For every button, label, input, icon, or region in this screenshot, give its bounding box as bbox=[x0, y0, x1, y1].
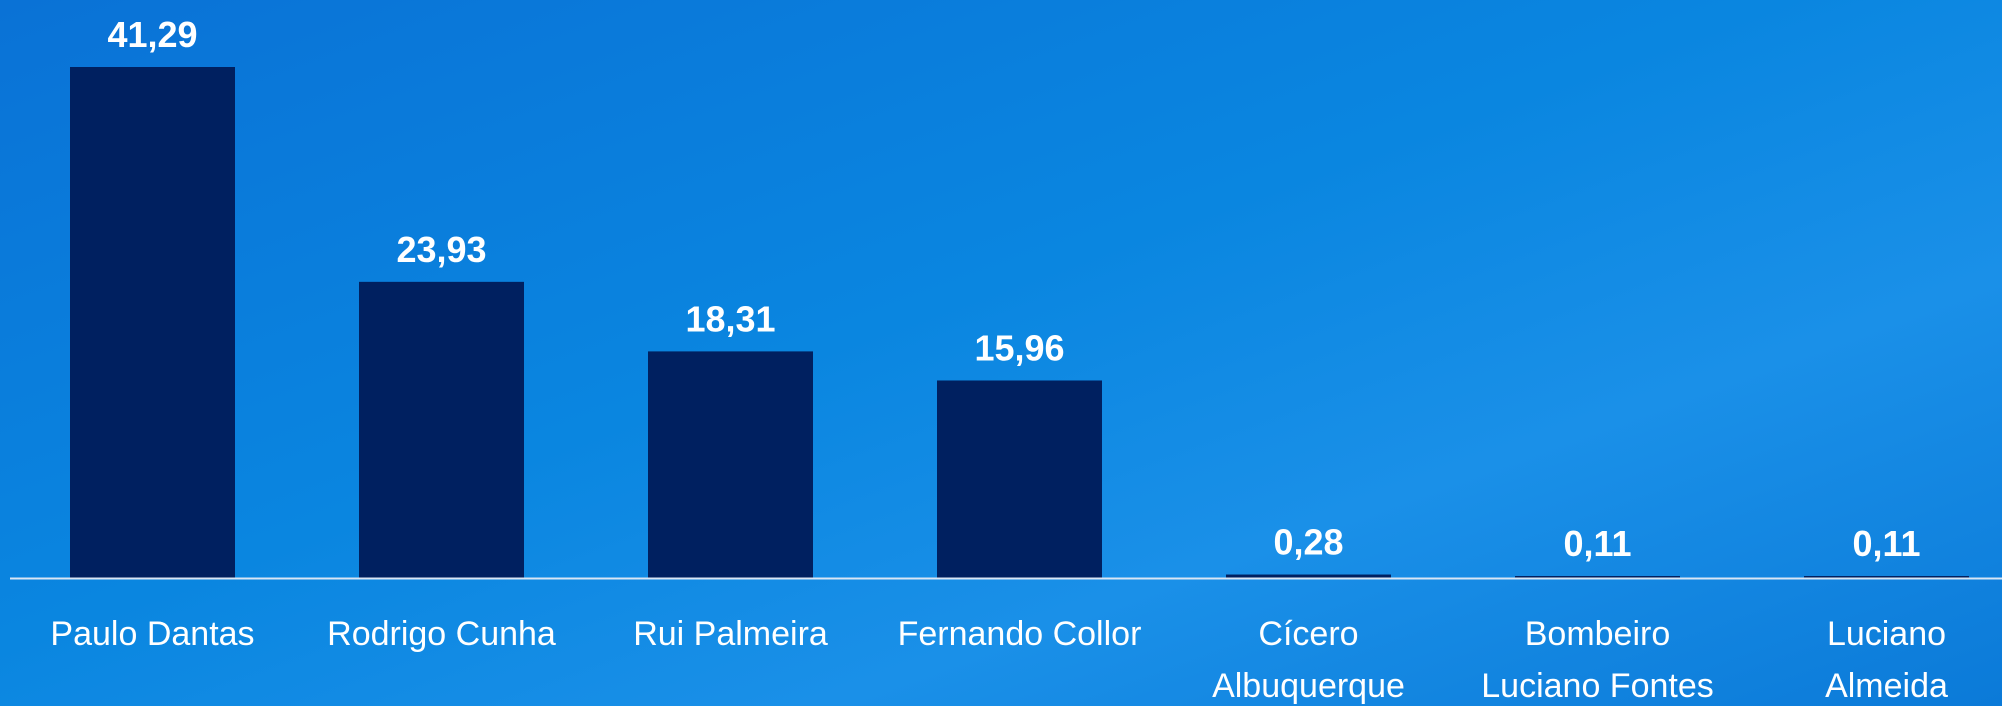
value-label-0: 41,29 bbox=[107, 14, 197, 55]
value-label-3: 15,96 bbox=[974, 327, 1064, 368]
value-label-5: 0,11 bbox=[1563, 523, 1631, 564]
category-label-5-line-0: Bombeiro bbox=[1525, 615, 1671, 653]
category-label-3: Fernando Collor bbox=[898, 615, 1142, 653]
bar-6 bbox=[1804, 576, 1969, 578]
category-label-2: Rui Palmeira bbox=[633, 615, 828, 653]
category-label-4-line-0: Cícero bbox=[1258, 615, 1358, 653]
bar-2 bbox=[648, 351, 813, 578]
value-label-2: 18,31 bbox=[685, 298, 775, 339]
bar-1 bbox=[359, 281, 524, 578]
category-labels-group: Paulo Dantas Rodrigo Cunha Rui Palmeira Fer… bbox=[50, 615, 1948, 705]
value-label-1: 23,93 bbox=[396, 229, 486, 270]
bar-4 bbox=[1226, 574, 1391, 578]
category-label-5-line-1: Luciano Fontes bbox=[1481, 667, 1714, 705]
category-label-6-line-0: Luciano bbox=[1827, 615, 1946, 653]
value-label-6: 0,11 bbox=[1852, 523, 1920, 564]
category-label-0: Paulo Dantas bbox=[50, 615, 254, 653]
bar-0 bbox=[70, 67, 235, 578]
bars-group bbox=[70, 67, 1969, 578]
category-label-4-line-1: Albuquerque bbox=[1212, 667, 1405, 705]
category-label-1: Rodrigo Cunha bbox=[327, 615, 556, 653]
value-labels-group: 41,29 23,93 18,31 15,96 0,28 0,11 0,11 bbox=[107, 14, 1920, 564]
category-label-6-line-1: Almeida bbox=[1825, 667, 1948, 705]
bar-5 bbox=[1515, 576, 1680, 578]
bar-3 bbox=[937, 380, 1102, 578]
value-label-4: 0,28 bbox=[1273, 522, 1343, 563]
